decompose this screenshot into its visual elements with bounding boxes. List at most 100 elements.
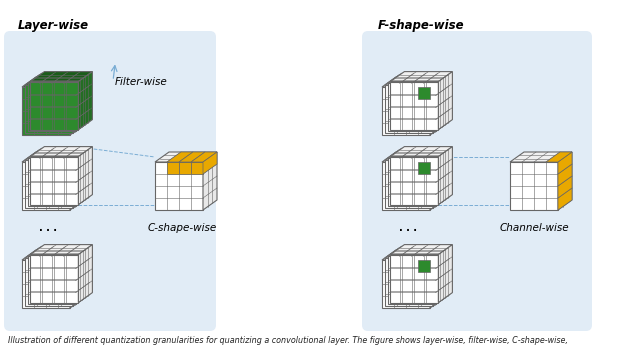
Text: . . .: . . . [39, 223, 57, 233]
Polygon shape [155, 162, 203, 210]
Polygon shape [433, 150, 447, 208]
Polygon shape [73, 248, 87, 306]
Polygon shape [167, 152, 193, 162]
Polygon shape [388, 246, 450, 256]
Polygon shape [31, 72, 92, 82]
Polygon shape [388, 83, 436, 131]
Polygon shape [31, 82, 79, 130]
Text: Illustration of different quantization granularities for quantizing a convolutio: Illustration of different quantization g… [8, 336, 568, 345]
Polygon shape [382, 152, 444, 162]
Polygon shape [70, 250, 84, 308]
FancyBboxPatch shape [362, 31, 592, 331]
Text: C-shape-wise: C-shape-wise [148, 223, 217, 233]
Polygon shape [203, 152, 217, 210]
Polygon shape [433, 248, 447, 306]
Polygon shape [179, 152, 205, 162]
Polygon shape [22, 152, 84, 162]
Polygon shape [76, 148, 90, 207]
Polygon shape [382, 250, 444, 260]
Polygon shape [79, 72, 92, 130]
Polygon shape [79, 245, 92, 303]
Polygon shape [79, 146, 92, 205]
Polygon shape [28, 256, 76, 304]
Polygon shape [390, 72, 452, 82]
Polygon shape [76, 246, 90, 304]
Polygon shape [385, 75, 447, 85]
Polygon shape [390, 157, 438, 205]
Polygon shape [28, 246, 90, 256]
Polygon shape [510, 162, 558, 210]
Text: Filter-wise: Filter-wise [115, 77, 168, 87]
Polygon shape [385, 248, 447, 258]
Polygon shape [73, 75, 87, 133]
Polygon shape [25, 150, 87, 160]
Polygon shape [385, 150, 447, 160]
Polygon shape [28, 158, 76, 207]
Polygon shape [438, 72, 452, 130]
Polygon shape [558, 152, 572, 210]
Polygon shape [436, 73, 450, 131]
Polygon shape [191, 152, 217, 162]
Polygon shape [390, 245, 452, 255]
Polygon shape [546, 152, 572, 162]
Polygon shape [22, 260, 70, 308]
Polygon shape [167, 162, 179, 174]
Polygon shape [25, 75, 87, 85]
Polygon shape [31, 146, 92, 157]
Polygon shape [438, 245, 452, 303]
Polygon shape [25, 258, 73, 306]
Polygon shape [558, 176, 572, 198]
Polygon shape [25, 85, 73, 133]
Polygon shape [385, 258, 433, 306]
Polygon shape [385, 85, 433, 133]
Polygon shape [388, 158, 436, 207]
Polygon shape [22, 87, 70, 135]
Text: Layer-wise: Layer-wise [18, 19, 89, 32]
Polygon shape [558, 164, 572, 186]
Polygon shape [31, 255, 79, 303]
Polygon shape [382, 260, 430, 308]
Polygon shape [438, 146, 452, 205]
Polygon shape [436, 246, 450, 304]
Polygon shape [76, 73, 90, 131]
Polygon shape [430, 250, 444, 308]
Polygon shape [558, 188, 572, 210]
Polygon shape [430, 152, 444, 210]
Text: F-shape-wise: F-shape-wise [378, 19, 465, 32]
Polygon shape [22, 162, 70, 210]
Polygon shape [436, 148, 450, 207]
Polygon shape [558, 152, 572, 174]
FancyBboxPatch shape [4, 31, 216, 331]
Polygon shape [28, 73, 90, 83]
Polygon shape [430, 77, 444, 135]
Polygon shape [73, 150, 87, 208]
Polygon shape [31, 245, 92, 255]
Polygon shape [390, 255, 438, 303]
Polygon shape [390, 146, 452, 157]
Polygon shape [155, 152, 217, 162]
Text: Channel-wise: Channel-wise [500, 223, 570, 233]
Polygon shape [28, 148, 90, 158]
Polygon shape [28, 83, 76, 131]
Polygon shape [418, 162, 430, 174]
Polygon shape [31, 157, 79, 205]
Text: . . .: . . . [399, 223, 417, 233]
Polygon shape [388, 256, 436, 304]
Polygon shape [382, 87, 430, 135]
Polygon shape [203, 152, 217, 174]
Polygon shape [433, 75, 447, 133]
Polygon shape [385, 160, 433, 208]
Polygon shape [25, 160, 73, 208]
Polygon shape [388, 148, 450, 158]
Polygon shape [382, 77, 444, 87]
Polygon shape [418, 87, 430, 99]
Polygon shape [191, 162, 203, 174]
Polygon shape [510, 152, 572, 162]
Polygon shape [382, 162, 430, 210]
Polygon shape [25, 248, 87, 258]
Polygon shape [70, 152, 84, 210]
Polygon shape [388, 73, 450, 83]
Polygon shape [70, 77, 84, 135]
Polygon shape [22, 77, 84, 87]
Polygon shape [22, 250, 84, 260]
